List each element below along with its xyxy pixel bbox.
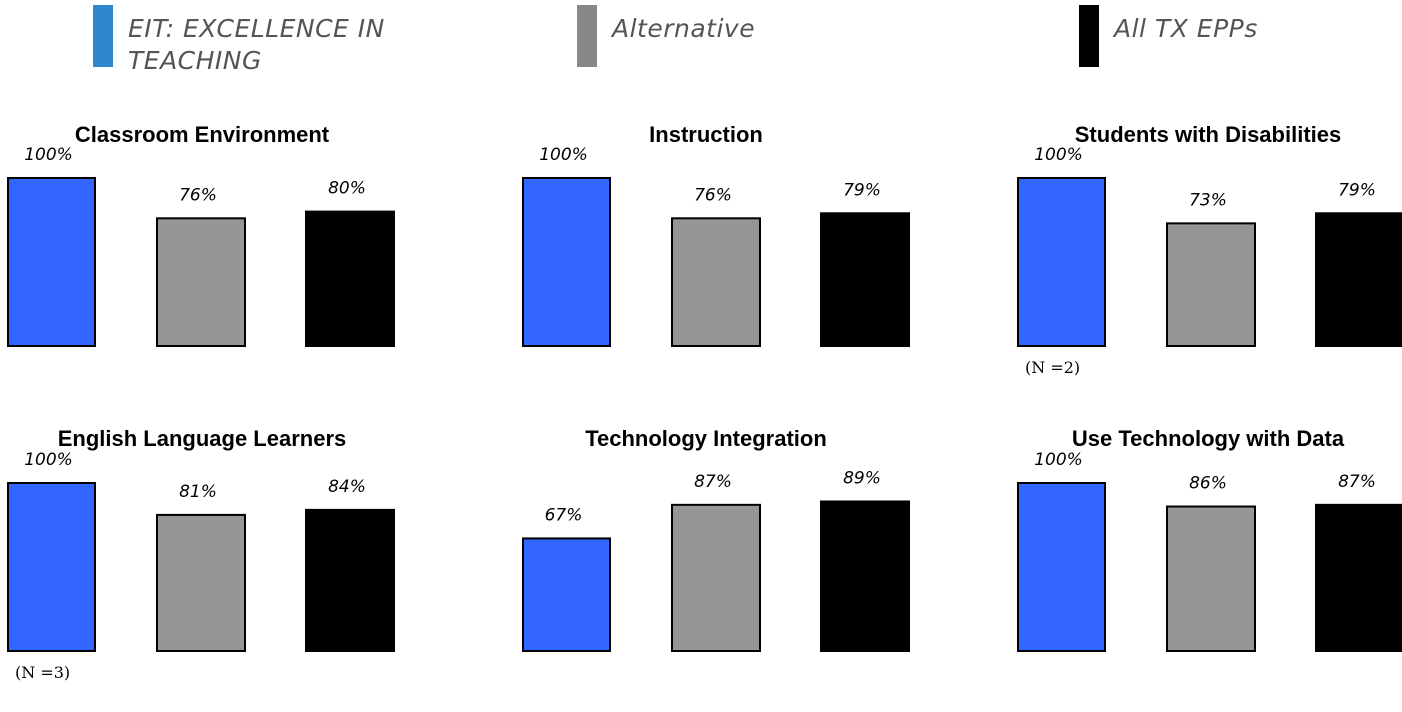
sample-size-note: (N =2) — [1025, 358, 1080, 377]
legend-label-alternative: Alternative — [612, 14, 756, 43]
data-label-2: 76% — [179, 185, 217, 205]
bar-2 — [671, 217, 761, 347]
chart-title: Classroom Environment — [75, 122, 330, 147]
bar-3 — [820, 212, 910, 347]
data-label-1: 100% — [1034, 450, 1083, 470]
bar-1 — [7, 482, 96, 652]
data-label-1: 100% — [24, 450, 73, 470]
data-label-2: 73% — [1189, 190, 1227, 210]
data-label-2: 87% — [694, 472, 732, 492]
bar-1 — [522, 177, 611, 347]
legend-swatch-alternative — [577, 5, 597, 67]
data-label-3: 87% — [1338, 472, 1376, 492]
bar-1 — [7, 177, 96, 347]
data-label-2: 76% — [694, 185, 732, 205]
data-label-3: 79% — [1338, 180, 1376, 200]
data-label-1: 67% — [545, 505, 583, 525]
chart-title: Technology Integration — [585, 426, 827, 451]
legend-label-all-tx-epps: All TX EPPs — [1114, 14, 1258, 43]
bar-1 — [1017, 482, 1106, 652]
data-label-1: 100% — [1034, 145, 1083, 165]
legend-swatch-all-tx-epps — [1079, 5, 1099, 67]
bar-chart-5: Technology Integration 67% 87% 89% — [522, 426, 910, 653]
data-label-2: 81% — [179, 482, 217, 502]
bar-chart-2: Instruction 100% 76% 79% — [522, 122, 910, 347]
bar-3 — [820, 500, 910, 653]
data-label-3: 80% — [328, 179, 366, 199]
bar-3 — [1315, 212, 1402, 347]
chart-title: Use Technology with Data — [1072, 426, 1345, 451]
bar-1 — [1017, 177, 1106, 347]
bar-3 — [1315, 503, 1402, 652]
legend-label-eit: EIT: EXCELLENCE IN TEACHING — [128, 14, 385, 75]
chart-title: Students with Disabilities — [1075, 122, 1341, 147]
data-label-3: 84% — [328, 477, 366, 497]
data-label-3: 89% — [843, 468, 881, 488]
bar-1 — [522, 537, 611, 652]
chart-title: English Language Learners — [58, 426, 347, 451]
bar-3 — [305, 508, 395, 652]
bar-3 — [305, 210, 395, 347]
bar-2 — [156, 217, 246, 347]
data-label-2: 86% — [1189, 474, 1227, 494]
bar-2 — [1166, 505, 1256, 652]
legend-swatch-eit — [93, 5, 113, 67]
data-label-3: 79% — [843, 180, 881, 200]
data-label-1: 100% — [539, 145, 588, 165]
data-label-1: 100% — [24, 145, 73, 165]
bar-2 — [156, 513, 246, 652]
bar-2 — [671, 503, 761, 652]
bar-2 — [1166, 222, 1256, 347]
chart-title: Instruction — [649, 122, 763, 147]
